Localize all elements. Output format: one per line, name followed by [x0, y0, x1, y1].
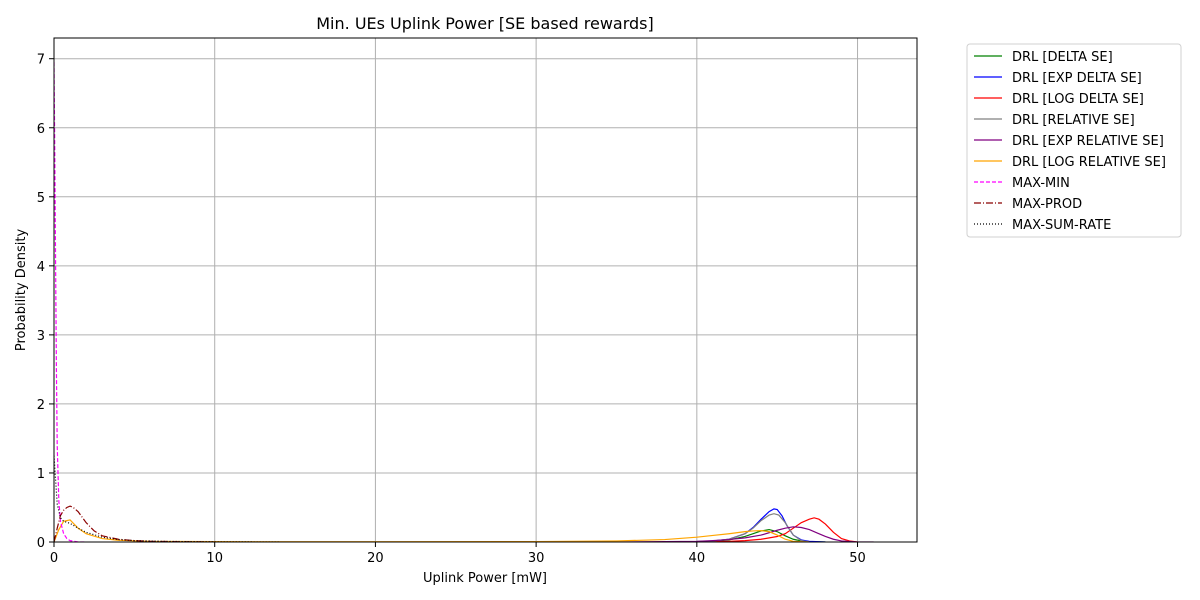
y-tick-label: 5	[37, 191, 45, 206]
legend-entry-label: DRL [LOG DELTA SE]	[1012, 92, 1144, 107]
x-tick-label: 40	[689, 551, 706, 566]
y-tick-label: 4	[37, 260, 45, 275]
grid	[53, 38, 917, 543]
legend-entry-label: DRL [EXP RELATIVE SE]	[1012, 134, 1164, 149]
legend-entry-label: DRL [DELTA SE]	[1012, 50, 1113, 65]
series-line-7	[54, 62, 87, 542]
x-axis-label: Uplink Power [mW]	[423, 571, 547, 586]
legend-frame	[966, 43, 1182, 238]
series-line-5	[616, 526, 874, 542]
series-line-9	[54, 455, 279, 542]
y-tick-label: 3	[37, 329, 45, 344]
x-tick-label: 50	[849, 551, 866, 566]
legend-entry-label: DRL [RELATIVE SE]	[1012, 113, 1135, 128]
plot-series	[54, 62, 874, 542]
y-tick-label: 2	[37, 398, 45, 413]
y-tick-label: 6	[37, 122, 45, 137]
legend-entry-label: DRL [EXP DELTA SE]	[1012, 71, 1142, 86]
y-tick-label: 0	[37, 536, 45, 551]
series-line-6	[54, 519, 810, 542]
plot-frame	[53, 37, 918, 543]
x-tick-label: 10	[206, 551, 223, 566]
series-line-3	[696, 517, 858, 542]
y-tick-label: 1	[37, 467, 45, 482]
y-axis-label: Probability Density	[14, 229, 29, 352]
x-tick-label: 30	[528, 551, 545, 566]
chart-title: Min. UEs Uplink Power [SE based rewards]	[316, 14, 653, 33]
legend-entry-label: MAX-SUM-RATE	[1012, 218, 1111, 233]
x-axis: 0 10 20 30 40 50	[50, 542, 866, 566]
legend-entry-label: MAX-PROD	[1012, 197, 1082, 212]
y-tick-label: 7	[37, 53, 45, 68]
x-tick-label: 20	[367, 551, 384, 566]
legend-entry-label: MAX-MIN	[1012, 176, 1070, 191]
x-tick-label: 0	[50, 551, 58, 566]
series-line-8	[54, 505, 215, 542]
legend-entry-label: DRL [LOG RELATIVE SE]	[1012, 155, 1166, 170]
y-axis: 0 1 2 3 4 5 6 7	[37, 53, 54, 551]
legend: DRL [DELTA SE] DRL [EXP DELTA SE] DRL [LOG…	[966, 43, 1182, 238]
